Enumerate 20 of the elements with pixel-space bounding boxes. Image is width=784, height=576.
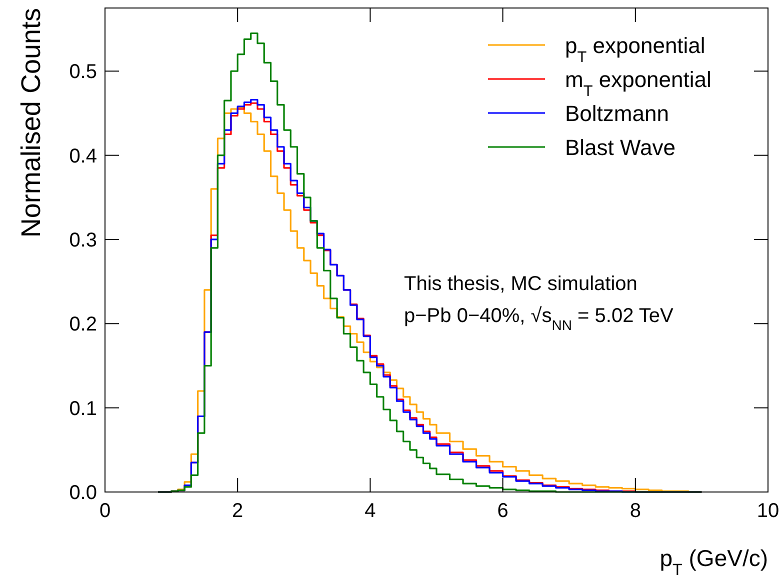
legend-label: Blast Wave	[565, 135, 676, 160]
x-tick-label: 8	[630, 500, 641, 522]
y-tick-label: 0.3	[69, 229, 97, 252]
x-tick-label: 0	[99, 500, 111, 522]
annotation: p−Pb 0−40%, √s$_{NN}$ = 5.02 TeV	[404, 305, 674, 333]
y-tick-label: 0.5	[69, 61, 97, 84]
legend-label: m$_{T}$ exponential	[565, 67, 712, 100]
y-tick-label: 0.0	[69, 482, 97, 504]
x-tick-label: 10	[756, 500, 780, 522]
x-tick-label: 4	[364, 500, 376, 522]
x-tick-label: 6	[497, 500, 508, 522]
legend-label: Boltzmann	[565, 101, 669, 126]
legend-label: p$_{T}$ exponential	[565, 33, 706, 66]
y-axis-title: Normalised Counts	[16, 8, 46, 238]
x-axis-title: p$_{T}$ (GeV/c)	[660, 545, 768, 576]
y-tick-label: 0.1	[69, 398, 97, 420]
annotation: This thesis, MC simulation	[404, 273, 638, 295]
y-tick-label: 0.2	[69, 314, 97, 336]
x-tick-label: 2	[232, 500, 244, 522]
y-tick-label: 0.4	[69, 145, 97, 168]
